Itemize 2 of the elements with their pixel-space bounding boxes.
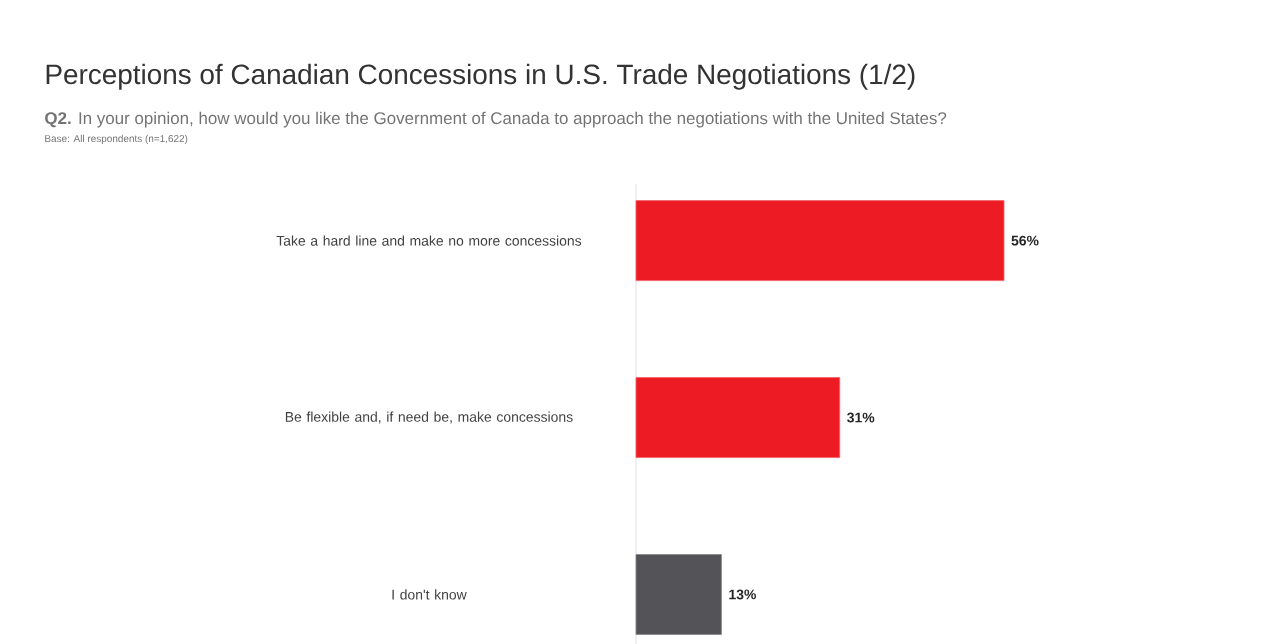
chart-title: Perceptions of Canadian Concessions in U.S. Trade Negotiations (1/2)	[46, 63, 915, 90]
text: Q2. In your opinion, how would you like the Government of Canada to approach the negotiations with the United States?	[45, 111, 947, 128]
